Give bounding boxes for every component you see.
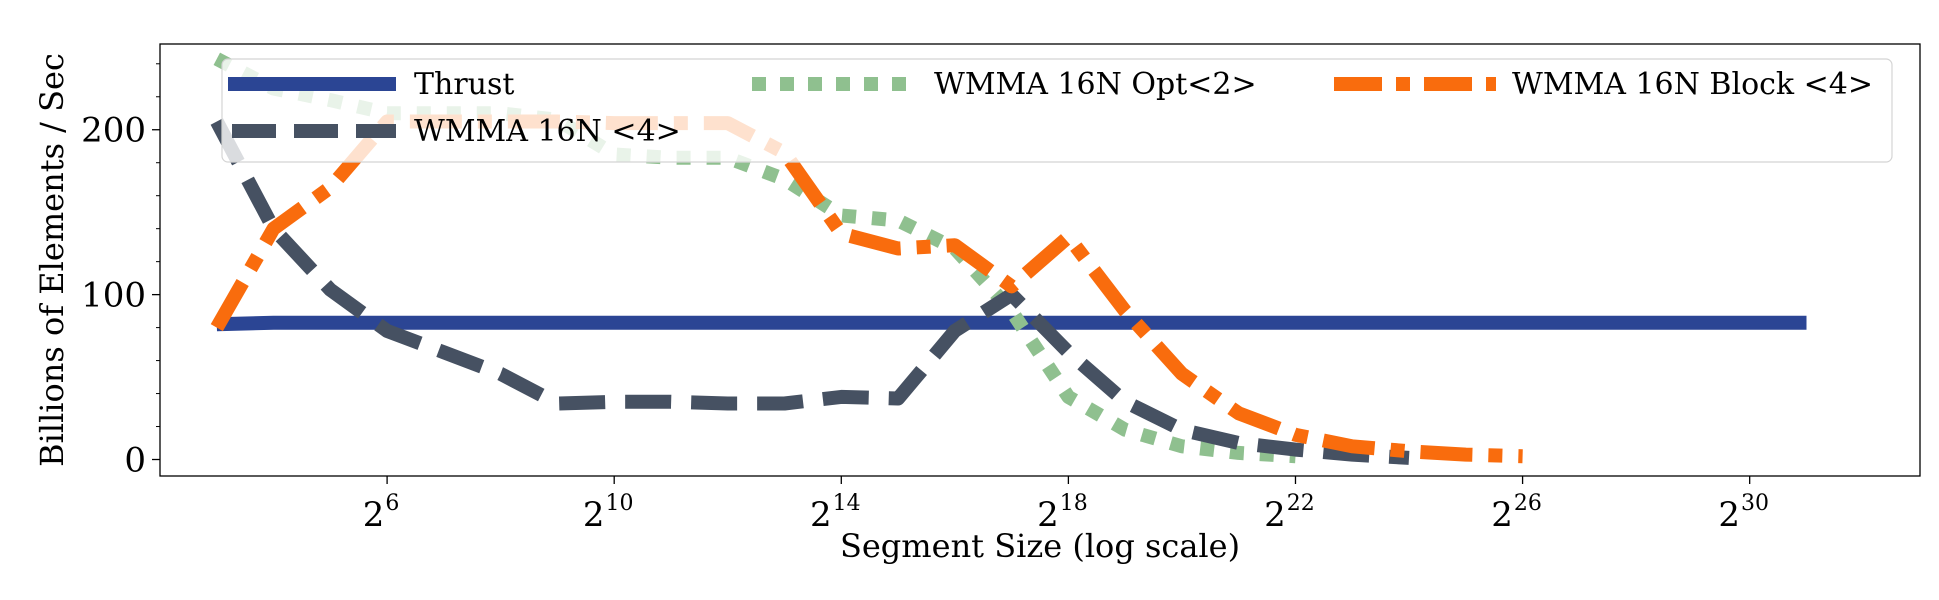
axis-ticks: 26 210 214 218 222 226 230 0 100 200 — [81, 63, 1769, 535]
legend: Thrust WMMA 16N Opt<2> WMMA 16N Block <4… — [221, 58, 1893, 163]
x-tick-label: 26 — [363, 491, 400, 535]
series-line-wmma-16n-block-4 — [210, 114, 1523, 464]
legend-label-wmma-16n-block4: WMMA 16N Block <4> — [1512, 67, 1873, 102]
y-tick-label: 100 — [81, 276, 146, 316]
legend-label-wmma-16n-opt2: WMMA 16N Opt<2> — [934, 67, 1257, 102]
x-tick-label: 230 — [1718, 491, 1769, 535]
x-tick-label: 218 — [1037, 491, 1088, 535]
legend-box — [221, 58, 1893, 163]
x-axis-label: Segment Size (log scale) — [840, 527, 1240, 565]
legend-label-wmma-16n-4: WMMA 16N <4> — [414, 114, 681, 149]
x-tick-label: 226 — [1491, 491, 1542, 535]
x-tick-label: 214 — [810, 491, 861, 535]
plot-area-frame — [159, 43, 1921, 477]
series-line-wmma-16n-4 — [210, 118, 1410, 465]
x-tick-label: 210 — [583, 491, 634, 535]
y-tick-label: 0 — [124, 441, 146, 481]
y-axis-label: Billions of Elements / Sec — [33, 53, 71, 467]
y-tick-label: 200 — [81, 111, 146, 151]
x-tick-label: 222 — [1264, 491, 1315, 535]
legend-label-thrust: Thrust — [414, 67, 514, 102]
